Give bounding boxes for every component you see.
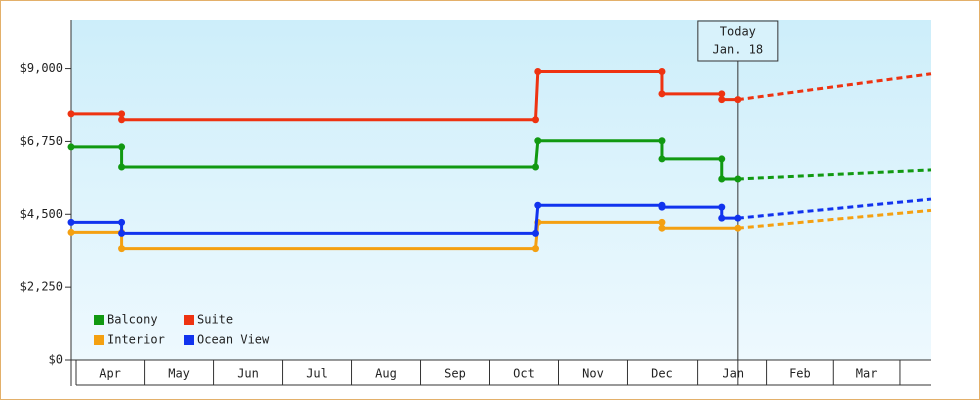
legend-label: Interior: [107, 333, 165, 347]
x-tick-label: May: [168, 367, 190, 381]
x-tick-label: Sep: [444, 367, 466, 381]
data-point: [118, 229, 126, 237]
legend-swatch: [94, 335, 104, 345]
legend-swatch: [184, 315, 194, 325]
legend-label: Balcony: [107, 313, 158, 327]
data-point: [658, 203, 666, 211]
data-point: [658, 155, 666, 163]
x-tick-label: Jan: [722, 367, 744, 381]
x-tick-label: Feb: [789, 367, 811, 381]
x-tick-label: Jul: [306, 367, 328, 381]
x-tick-label: Apr: [99, 367, 121, 381]
today-label: Today: [720, 25, 756, 39]
data-point: [734, 224, 742, 232]
data-point: [734, 96, 742, 104]
forecast-line: [737, 208, 932, 230]
legend-swatch: [94, 315, 104, 325]
forecast-line: [737, 72, 932, 102]
data-point: [534, 137, 542, 145]
data-point: [718, 96, 726, 104]
data-point: [531, 163, 539, 171]
data-point: [67, 228, 75, 236]
x-tick-label: Aug: [375, 367, 397, 381]
data-point: [718, 155, 726, 163]
y-tick-label: $9,000: [20, 61, 63, 75]
data-point: [67, 218, 75, 226]
legend-label: Suite: [197, 313, 233, 327]
today-label: Jan. 18: [713, 43, 764, 57]
x-tick-label: Mar: [856, 367, 878, 381]
y-tick-label: $0: [49, 353, 63, 367]
x-tick-label: Nov: [582, 367, 604, 381]
data-point: [534, 67, 542, 75]
data-point: [118, 245, 126, 253]
series-line: [71, 203, 738, 235]
data-point: [531, 229, 539, 237]
data-point: [118, 116, 126, 124]
data-point: [718, 175, 726, 183]
today-box: [697, 20, 779, 62]
data-point: [718, 214, 726, 222]
data-point: [118, 163, 126, 171]
data-point: [531, 116, 539, 124]
x-tick-label: Oct: [513, 367, 535, 381]
data-point: [118, 218, 126, 226]
y-tick-label: $6,750: [20, 134, 63, 148]
data-point: [531, 245, 539, 253]
data-point: [734, 214, 742, 222]
data-point: [534, 201, 542, 209]
series-line: [71, 139, 738, 181]
data-point: [658, 224, 666, 232]
x-tick-label: Jun: [237, 367, 259, 381]
data-point: [718, 90, 726, 98]
data-point: [718, 203, 726, 211]
forecast-line: [737, 197, 932, 220]
x-tick-label: Dec: [651, 367, 673, 381]
data-point: [734, 175, 742, 183]
y-tick-label: $2,250: [20, 280, 63, 294]
data-point: [658, 90, 666, 98]
data-point: [67, 143, 75, 151]
legend-swatch: [184, 335, 194, 345]
data-point: [658, 218, 666, 226]
data-point: [118, 110, 126, 118]
data-point: [67, 110, 75, 118]
y-tick-label: $4,500: [20, 207, 63, 221]
legend-label: Ocean View: [197, 333, 270, 347]
forecast-line: [737, 168, 932, 181]
data-point: [658, 137, 666, 145]
data-point: [658, 67, 666, 75]
plot-area: [71, 20, 931, 360]
data-point: [118, 143, 126, 151]
